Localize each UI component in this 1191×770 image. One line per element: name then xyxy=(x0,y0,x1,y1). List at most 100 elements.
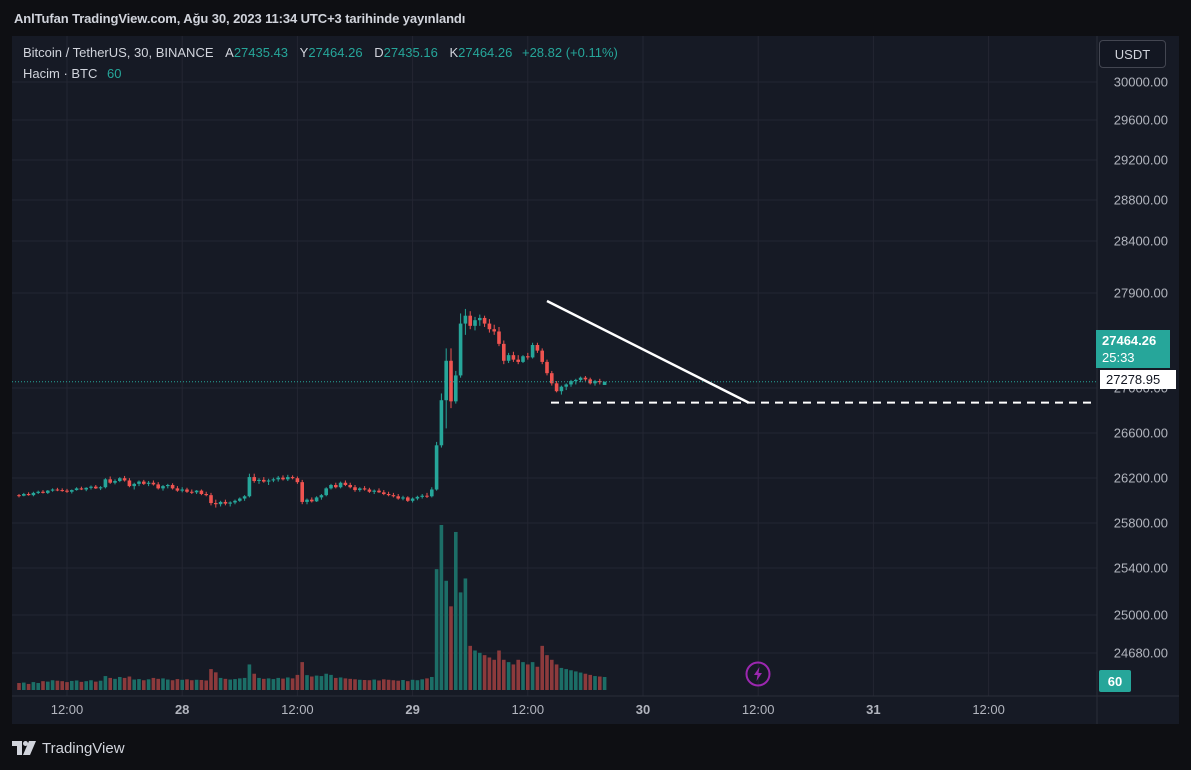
candle-body xyxy=(396,496,400,499)
volume-bar xyxy=(170,680,175,690)
volume-bar xyxy=(458,592,463,690)
candle-body xyxy=(564,384,568,387)
candle-body xyxy=(113,481,117,483)
volume-bar xyxy=(290,678,295,690)
chart-canvas[interactable]: 30000.00 29600.00 29200.00 28800.00 28400.00… xyxy=(12,36,1179,724)
volume-bar xyxy=(94,681,98,690)
open-label: A xyxy=(225,45,234,60)
price-tick-label: 28400.00 xyxy=(1114,234,1168,249)
volume-bar xyxy=(79,681,84,690)
candle-body xyxy=(146,482,151,484)
candle-body xyxy=(175,488,180,491)
candle-body xyxy=(478,317,482,321)
volume-bar xyxy=(175,679,180,690)
volume-bar xyxy=(281,678,285,690)
candle-body xyxy=(94,486,98,489)
candle-body xyxy=(367,489,372,492)
candle-body xyxy=(233,500,237,503)
candle-body xyxy=(526,356,530,358)
volume-bar xyxy=(218,677,223,690)
volume-bar xyxy=(103,676,108,690)
candle-body xyxy=(434,445,439,490)
time-tick-label: 28 xyxy=(175,702,189,717)
candle-body xyxy=(487,323,492,330)
volume-bar xyxy=(17,683,21,690)
candle-body xyxy=(170,484,175,489)
volume-bar xyxy=(439,525,444,690)
volume-bar xyxy=(50,680,55,690)
volume-label[interactable]: Hacim · BTC xyxy=(23,66,98,81)
symbol-legend[interactable]: Bitcoin / TetherUS, 30, BINANCE A27435.4… xyxy=(23,45,618,60)
volume-bar xyxy=(434,569,439,690)
last-price-tag: 27464.26 25:33 xyxy=(1096,330,1170,368)
candle-body xyxy=(382,492,386,495)
price-tick-label: 25000.00 xyxy=(1114,608,1168,623)
candle-body xyxy=(415,496,420,499)
candle-body xyxy=(194,490,199,493)
volume-bar xyxy=(199,680,204,690)
candle-body xyxy=(391,495,396,497)
volume-bar xyxy=(156,678,160,690)
candle-body xyxy=(26,494,31,496)
volume-bar xyxy=(362,680,367,690)
candle-body xyxy=(602,381,607,385)
volume-bar xyxy=(516,659,520,690)
volume-bar xyxy=(530,662,535,690)
volume-bar xyxy=(540,645,544,690)
candle-body xyxy=(410,498,415,501)
time-tick-label: 12:00 xyxy=(281,702,314,717)
volume-bar xyxy=(180,679,184,690)
symbol-title[interactable]: Bitcoin / TetherUS, 30, BINANCE xyxy=(23,45,214,60)
candle-body xyxy=(449,360,453,402)
volume-bar xyxy=(401,680,405,690)
candle-body xyxy=(497,331,501,344)
price-tick-label: 25800.00 xyxy=(1114,516,1168,531)
volume-bars xyxy=(17,525,607,690)
lightning-icon[interactable] xyxy=(745,661,771,687)
candle-body xyxy=(276,477,280,480)
volume-bar xyxy=(521,662,525,690)
volume-bar xyxy=(353,679,357,690)
candle-body xyxy=(506,355,511,361)
branding-footer[interactable]: TradingView xyxy=(12,736,125,760)
candle-body xyxy=(257,479,261,482)
volume-bar xyxy=(228,679,232,690)
volume-legend[interactable]: Hacim · BTC 60 xyxy=(23,66,121,81)
candle-body xyxy=(454,375,458,402)
candle-body xyxy=(545,361,549,374)
candle-body xyxy=(338,482,343,488)
volume-bar xyxy=(286,677,290,690)
volume-bar xyxy=(262,678,266,690)
volume-bar xyxy=(151,677,156,690)
volume-bar xyxy=(36,683,40,690)
volume-bar xyxy=(444,580,448,690)
volume-bar xyxy=(559,667,564,690)
candle-body xyxy=(362,488,367,490)
low-value: 27435.16 xyxy=(383,45,438,60)
high-label: Y xyxy=(299,45,309,60)
volume-bar xyxy=(132,679,136,690)
candle-body xyxy=(79,488,84,490)
price-tick-label: 26200.00 xyxy=(1114,471,1168,486)
tradingview-logo-text: TradingView xyxy=(42,739,125,757)
volume-bar xyxy=(41,681,45,690)
candle-body xyxy=(559,386,564,392)
chart-panel[interactable]: 30000.00 29600.00 29200.00 28800.00 28400.00… xyxy=(12,36,1179,724)
time-axis[interactable]: 12:00 28 12:00 29 12:00 30 12:00 31 12:00 xyxy=(51,702,1005,717)
volume-bar xyxy=(463,578,468,690)
volume-tag: 60 xyxy=(1099,670,1131,692)
candle-body xyxy=(137,481,141,484)
candle-body xyxy=(31,492,36,496)
volume-bar xyxy=(598,676,602,690)
currency-button[interactable]: USDT xyxy=(1099,40,1166,68)
candle-body xyxy=(132,483,136,487)
volume-bar xyxy=(478,652,482,690)
volume-bar xyxy=(535,666,540,690)
volume-bar xyxy=(84,681,88,690)
volume-bar xyxy=(305,675,309,690)
candle-body xyxy=(50,489,55,491)
candle-body xyxy=(271,479,276,481)
candle-body xyxy=(252,477,256,482)
time-tick-label: 30 xyxy=(636,702,650,717)
volume-bar xyxy=(190,680,194,690)
